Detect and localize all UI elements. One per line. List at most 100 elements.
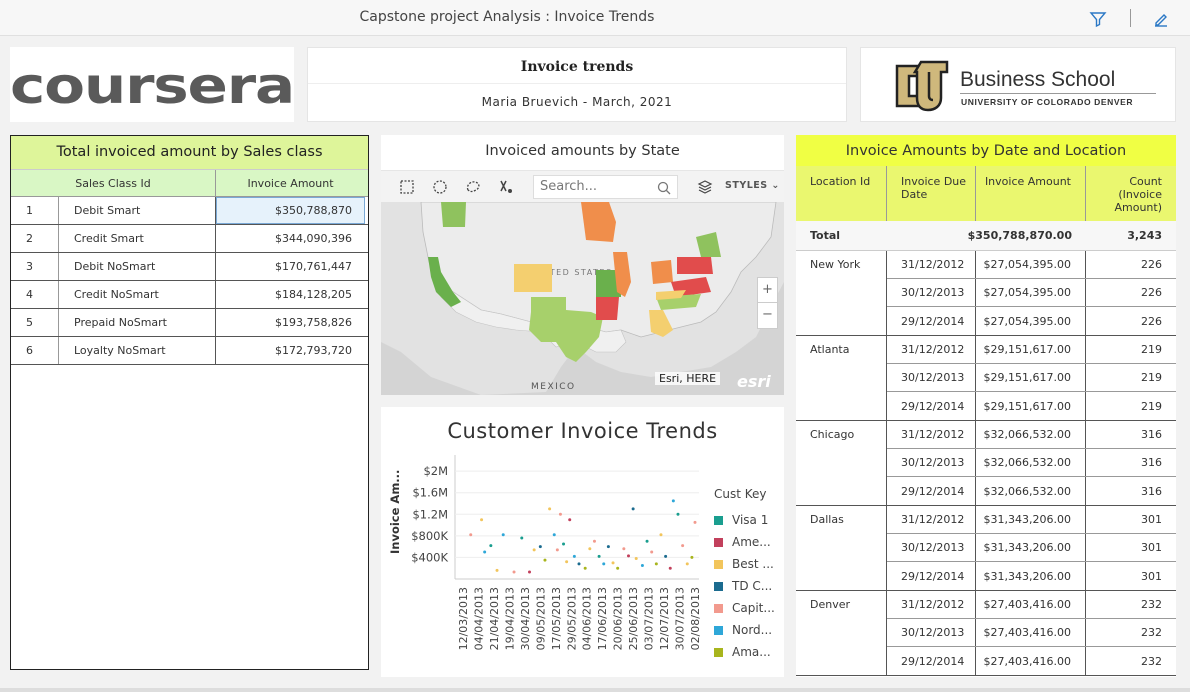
amount-cell[interactable]: $31,343,206.00 bbox=[976, 562, 1086, 590]
amount-cell[interactable]: $29,151,617.00 bbox=[976, 364, 1086, 391]
col-invoice-due-date[interactable]: Invoice Due Date bbox=[887, 166, 976, 221]
due-date-cell[interactable]: 31/12/2012 bbox=[887, 506, 976, 533]
amount-cell[interactable]: $27,054,395.00 bbox=[976, 307, 1086, 335]
col-location-id[interactable]: Location Id bbox=[796, 166, 887, 221]
clear-selection-icon[interactable] bbox=[498, 179, 514, 195]
col-invoice-amount[interactable]: Invoice Amount bbox=[247, 176, 334, 190]
invoice-amount-cell[interactable]: $184,128,205 bbox=[275, 288, 352, 301]
count-cell[interactable]: 226 bbox=[1141, 258, 1162, 271]
zoom-in-button[interactable]: + bbox=[758, 278, 777, 303]
count-cell[interactable]: 301 bbox=[1141, 513, 1162, 526]
amount-cell[interactable]: $29,151,617.00 bbox=[976, 336, 1086, 363]
legend-item[interactable]: Ame... bbox=[714, 531, 775, 553]
amount-cell[interactable]: $27,403,416.00 bbox=[976, 591, 1086, 618]
state-illinois[interactable] bbox=[613, 252, 631, 297]
invoice-amount-cell[interactable]: $350,788,870 bbox=[216, 197, 365, 224]
edit-icon[interactable] bbox=[1152, 10, 1170, 28]
state-kentucky[interactable] bbox=[656, 290, 686, 300]
table-row[interactable]: 6 Loyalty NoSmart $172,793,720 bbox=[11, 337, 368, 365]
sales-class-name[interactable]: Loyalty NoSmart bbox=[59, 337, 216, 364]
table-row[interactable]: 2 Credit Smart $344,090,396 bbox=[11, 225, 368, 253]
due-date-cell[interactable]: 29/12/2014 bbox=[887, 392, 976, 420]
count-cell[interactable]: 219 bbox=[1141, 371, 1162, 384]
map-search-input[interactable]: Search... bbox=[533, 175, 678, 199]
amount-cell[interactable]: $32,066,532.00 bbox=[976, 477, 1086, 505]
sales-class-name[interactable]: Credit Smart bbox=[59, 225, 216, 252]
location-cell[interactable]: Denver bbox=[796, 591, 887, 675]
row-index[interactable]: 6 bbox=[11, 337, 59, 364]
due-date-cell[interactable]: 29/12/2014 bbox=[887, 647, 976, 675]
rectangle-select-icon[interactable] bbox=[399, 179, 415, 195]
sales-class-name[interactable]: Prepaid NoSmart bbox=[59, 309, 216, 336]
due-date-cell[interactable]: 31/12/2012 bbox=[887, 251, 976, 278]
table-row[interactable]: 29/12/2014 $27,403,416.00 232 bbox=[887, 647, 1176, 675]
count-cell[interactable]: 301 bbox=[1141, 541, 1162, 554]
amount-cell[interactable]: $31,343,206.00 bbox=[976, 506, 1086, 533]
amount-cell[interactable]: $29,151,617.00 bbox=[976, 392, 1086, 420]
legend-item[interactable]: TD C... bbox=[714, 575, 775, 597]
amount-cell[interactable]: $27,054,395.00 bbox=[976, 279, 1086, 306]
due-date-cell[interactable]: 29/12/2014 bbox=[887, 477, 976, 505]
invoice-amount-cell[interactable]: $172,793,720 bbox=[275, 344, 352, 357]
table-row[interactable]: 31/12/2012 $31,343,206.00 301 bbox=[887, 506, 1176, 534]
map-canvas[interactable]: MEXICO UNITED STATES + − bbox=[381, 202, 784, 395]
table-row[interactable]: 30/12/2013 $32,066,532.00 316 bbox=[887, 449, 1176, 477]
due-date-cell[interactable]: 31/12/2012 bbox=[887, 591, 976, 618]
filter-icon[interactable] bbox=[1089, 10, 1107, 28]
search-icon[interactable] bbox=[657, 181, 671, 195]
table-row[interactable]: 30/12/2013 $27,054,395.00 226 bbox=[887, 279, 1176, 307]
table-row[interactable]: 31/12/2012 $27,403,416.00 232 bbox=[887, 591, 1176, 619]
legend-item[interactable]: Ama... bbox=[714, 641, 775, 663]
due-date-cell[interactable]: 30/12/2013 bbox=[887, 449, 976, 476]
amount-cell[interactable]: $27,403,416.00 bbox=[976, 619, 1086, 646]
state-missouri[interactable] bbox=[596, 270, 621, 297]
sales-class-name[interactable]: Debit NoSmart bbox=[59, 253, 216, 280]
invoice-amount-cell[interactable]: $170,761,447 bbox=[275, 260, 352, 273]
due-date-cell[interactable]: 29/12/2014 bbox=[887, 307, 976, 335]
circle-select-icon[interactable] bbox=[432, 179, 448, 195]
amount-cell[interactable]: $27,403,416.00 bbox=[976, 647, 1086, 675]
count-cell[interactable]: 301 bbox=[1141, 569, 1162, 583]
legend-item[interactable]: Visa 1 bbox=[714, 509, 775, 531]
due-date-cell[interactable]: 30/12/2013 bbox=[887, 619, 976, 646]
count-cell[interactable]: 316 bbox=[1141, 428, 1162, 441]
table-row[interactable]: 31/12/2012 $32,066,532.00 316 bbox=[887, 421, 1176, 449]
zoom-out-button[interactable]: − bbox=[762, 307, 773, 322]
table-row[interactable]: 1 Debit Smart $350,788,870 bbox=[11, 197, 368, 225]
invoice-amount-cell[interactable]: $344,090,396 bbox=[275, 232, 352, 245]
table-row[interactable]: 31/12/2012 $29,151,617.00 219 bbox=[887, 336, 1176, 364]
col-count[interactable]: Count (Invoice Amount) bbox=[1114, 175, 1162, 214]
table-row[interactable]: 30/12/2013 $27,403,416.00 232 bbox=[887, 619, 1176, 647]
location-cell[interactable]: Dallas bbox=[796, 506, 887, 590]
table-row[interactable]: 31/12/2012 $27,054,395.00 226 bbox=[887, 251, 1176, 279]
legend-item[interactable]: Capit... bbox=[714, 597, 775, 619]
table-row[interactable]: 29/12/2014 $27,054,395.00 226 bbox=[887, 307, 1176, 335]
count-cell[interactable]: 219 bbox=[1141, 343, 1162, 356]
row-index[interactable]: 2 bbox=[11, 225, 59, 252]
amount-cell[interactable]: $31,343,206.00 bbox=[976, 534, 1086, 561]
sales-class-name[interactable]: Debit Smart bbox=[59, 197, 216, 224]
legend-item[interactable]: Nord... bbox=[714, 619, 775, 641]
table-row[interactable]: 30/12/2013 $29,151,617.00 219 bbox=[887, 364, 1176, 392]
state-new-york[interactable] bbox=[696, 232, 721, 257]
lasso-select-icon[interactable] bbox=[465, 179, 481, 195]
col-sales-class-id[interactable]: Sales Class Id bbox=[11, 170, 216, 196]
count-cell[interactable]: 219 bbox=[1141, 399, 1162, 413]
table-row[interactable]: 29/12/2014 $29,151,617.00 219 bbox=[887, 392, 1176, 420]
state-texas[interactable] bbox=[529, 297, 603, 362]
col-invoice-amount[interactable]: Invoice Amount bbox=[976, 166, 1086, 221]
legend-item[interactable]: Best ... bbox=[714, 553, 775, 575]
location-cell[interactable]: New York bbox=[796, 251, 887, 335]
row-index[interactable]: 1 bbox=[11, 197, 59, 224]
count-cell[interactable]: 316 bbox=[1141, 456, 1162, 469]
styles-dropdown[interactable]: STYLES ⌄ bbox=[725, 180, 780, 191]
state-georgia[interactable] bbox=[649, 310, 673, 337]
table-row[interactable]: 30/12/2013 $31,343,206.00 301 bbox=[887, 534, 1176, 562]
invoice-amount-cell[interactable]: $193,758,826 bbox=[275, 316, 352, 329]
row-index[interactable]: 5 bbox=[11, 309, 59, 336]
amount-cell[interactable]: $27,054,395.00 bbox=[976, 251, 1086, 278]
due-date-cell[interactable]: 31/12/2012 bbox=[887, 336, 976, 363]
table-row[interactable]: 5 Prepaid NoSmart $193,758,826 bbox=[11, 309, 368, 337]
table-row[interactable]: 29/12/2014 $31,343,206.00 301 bbox=[887, 562, 1176, 590]
due-date-cell[interactable]: 31/12/2012 bbox=[887, 421, 976, 448]
